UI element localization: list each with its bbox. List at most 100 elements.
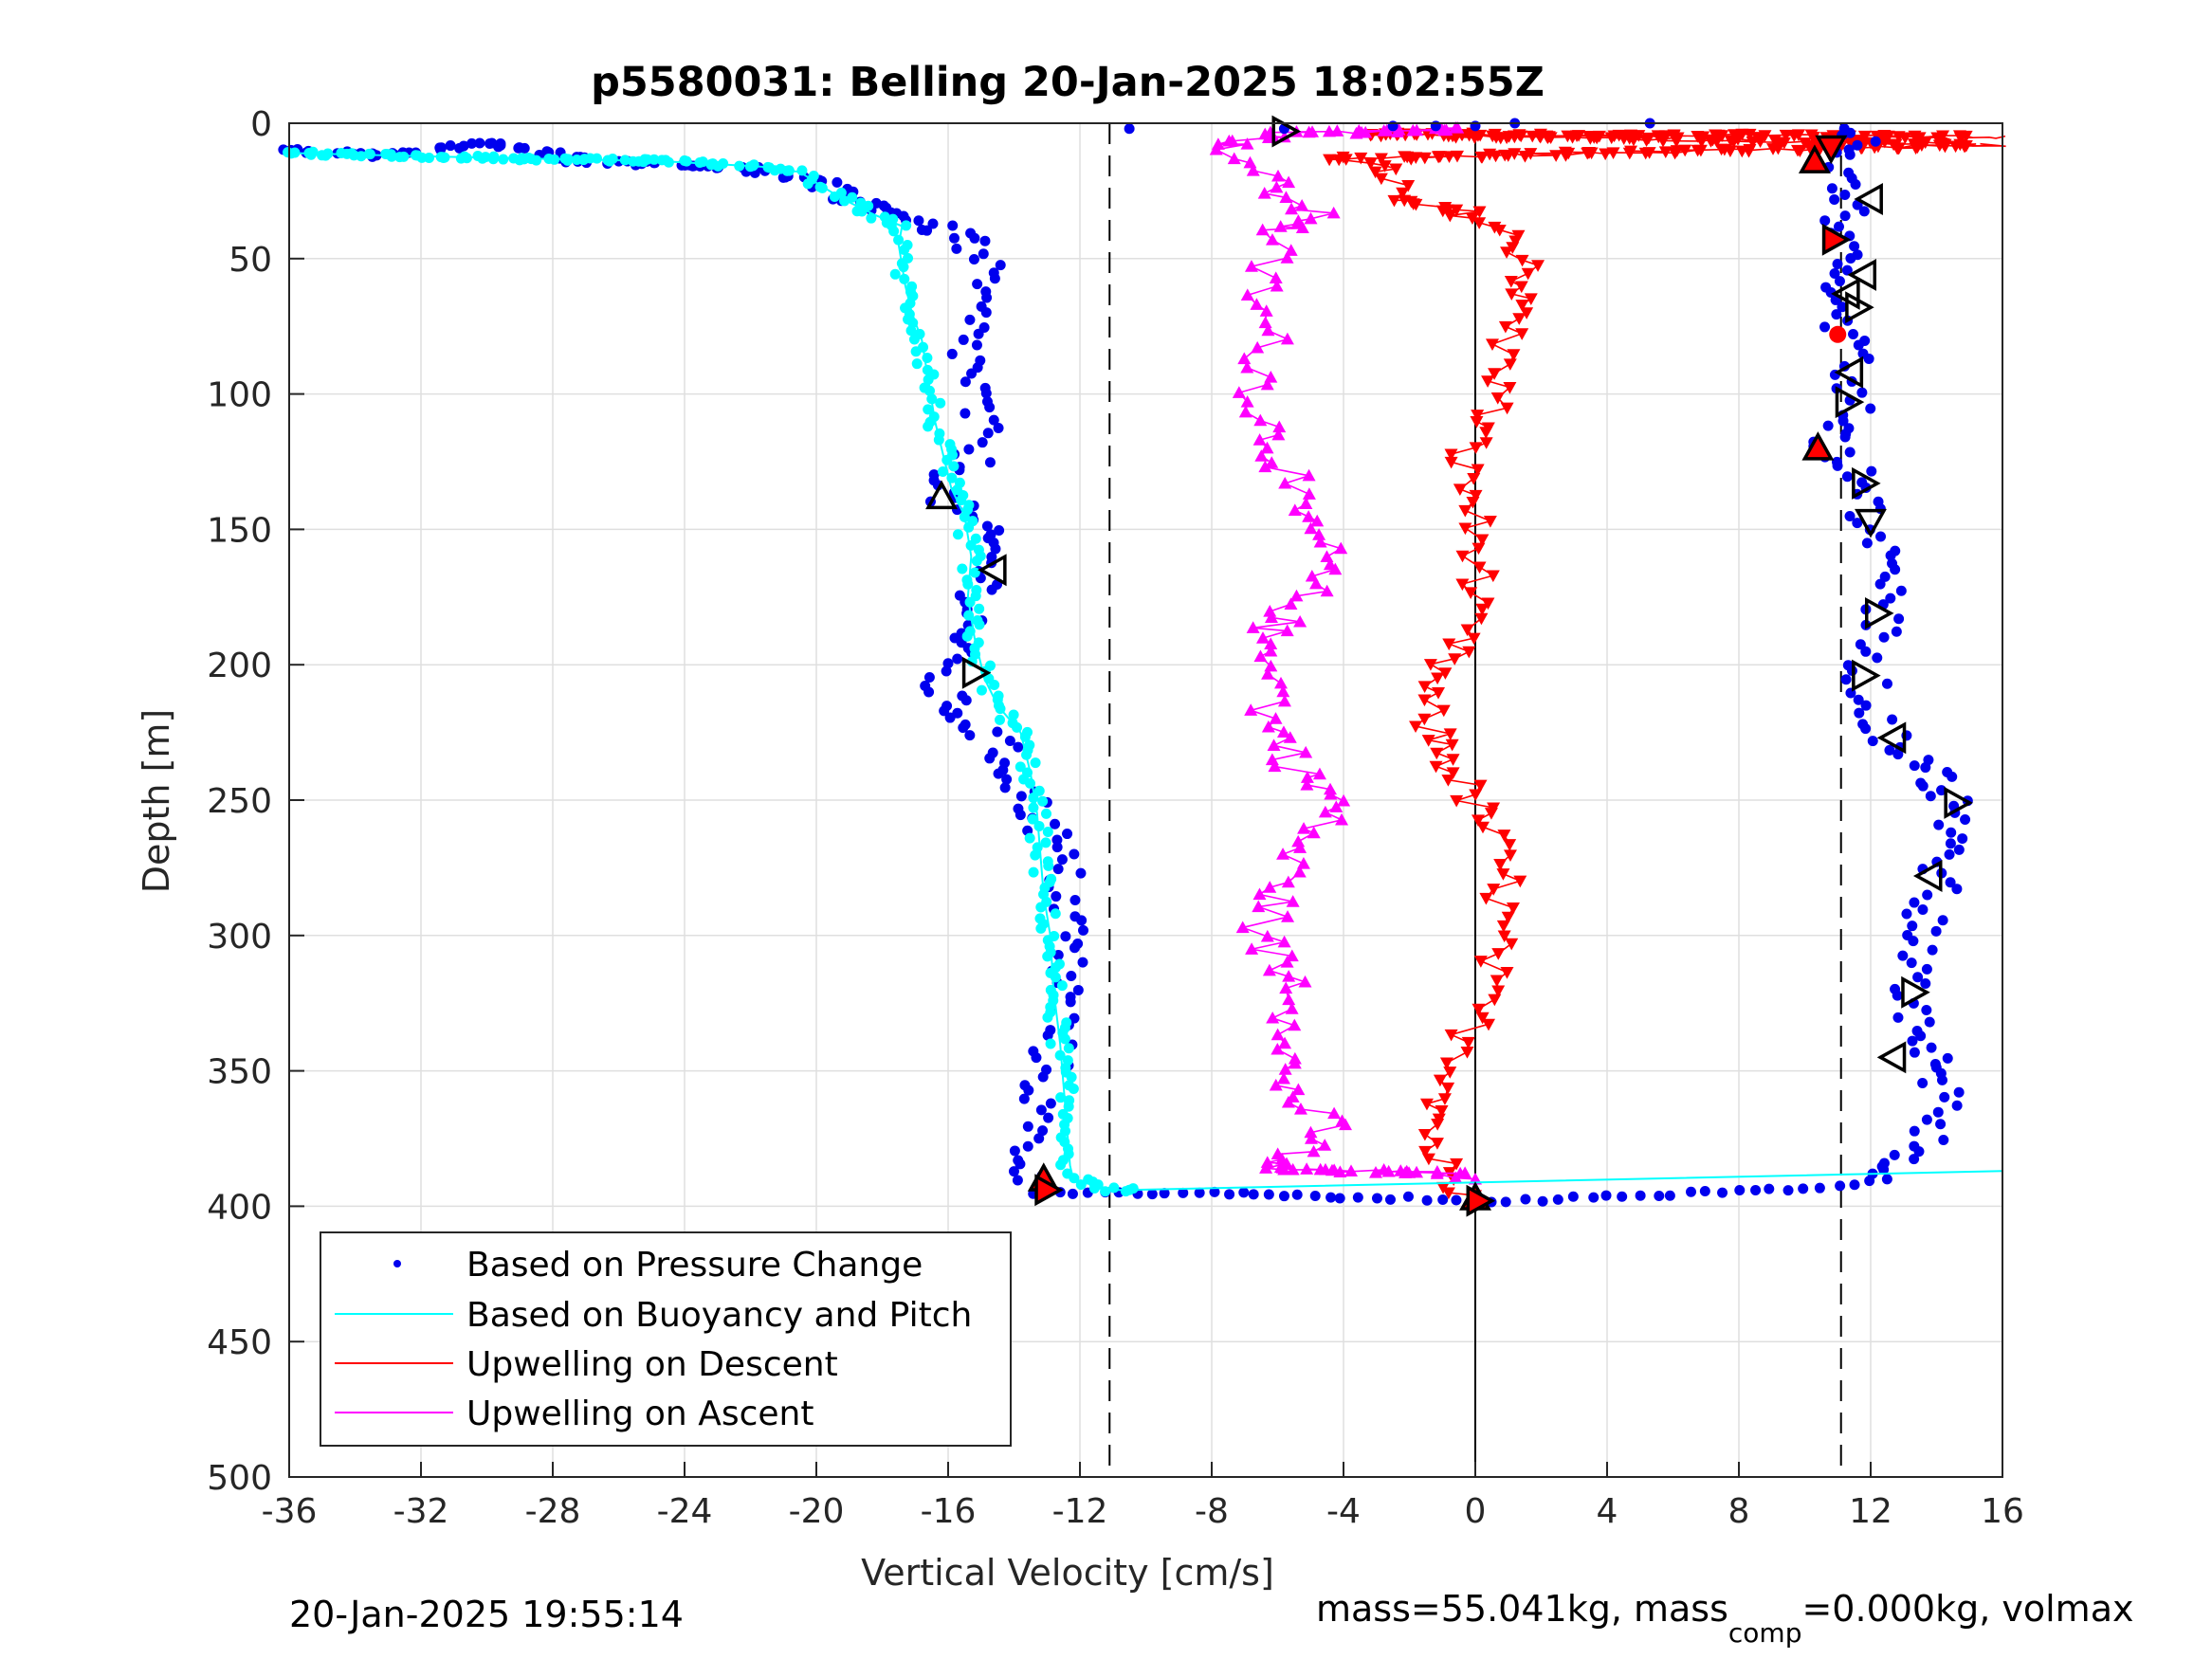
buoyancy-point [549,154,560,165]
descent-marker [1430,747,1444,760]
pressure-point [1018,1093,1030,1104]
ascent-marker [1280,956,1294,968]
pressure-point [1600,1190,1612,1201]
ascent-marker [1261,667,1275,680]
descent-marker [1791,144,1805,157]
descent-marker [1658,146,1673,158]
descent-marker [1474,152,1489,164]
pressure-point [1072,984,1084,995]
descent-marker [1500,246,1514,259]
descent-marker [1418,1145,1433,1158]
descent-marker [1520,307,1534,319]
pressure-point [1879,571,1891,582]
ascent-marker [1264,644,1278,657]
descent-marker [1503,839,1517,851]
triangle-right-marker [1271,115,1302,148]
pressure-point [1012,1175,1023,1186]
descent-marker [1444,456,1458,469]
pressure-point [1831,309,1842,320]
descent-marker [1503,382,1517,394]
pressure-point [1060,931,1071,942]
buoyancy-point [1069,1173,1080,1184]
pressure-point [1819,321,1831,333]
ascent-marker [1260,441,1274,454]
pressure-point [1075,867,1087,879]
ascent-marker [1272,420,1287,433]
ascent-marker [1293,1102,1307,1115]
ascent-marker [1282,993,1296,1006]
axis-ticks: -36 -32 -28 -24 -20 -16 -12 -8 -4 0 4 8 12 16 0 50 100 15… [207,105,2024,1531]
buoyancy-point [959,511,970,522]
ascent-marker [1296,857,1310,869]
pressure-point [466,137,478,149]
pressure-point [1009,1145,1020,1157]
ascent-marker [1302,510,1316,522]
buoyancy-point [933,434,944,446]
triangle-left-marker [978,554,1007,587]
descent-marker [1639,135,1654,148]
buoyancy-point [816,182,828,193]
ascent-marker [1288,1018,1302,1031]
ascent-marker [1246,163,1260,176]
buoyancy-point [866,212,877,224]
ascent-marker [1381,1164,1396,1177]
descent-marker [1473,956,1488,968]
pressure-point [1831,456,1842,467]
ascent-marker [1244,703,1258,716]
pressure-point [1500,1196,1511,1208]
descent-marker [1771,142,1785,155]
buoyancy-point [1042,827,1053,838]
descent-marker [1471,464,1485,477]
pressure-point [1938,1135,1949,1146]
ascent-marker [1240,137,1254,150]
buoyancy-point [411,150,422,161]
triangle-right-marker [1852,466,1881,500]
buoyancy-point [888,226,900,237]
ascent-marker [1297,822,1311,834]
ascent-marker [1250,298,1264,310]
descent-marker [1518,151,1532,163]
pressure-point [1866,465,1877,477]
pressure-point [979,235,991,246]
ascent-marker [1264,611,1278,623]
series-upwelling-on-descent [1323,127,2006,1202]
buoyancy-point [995,714,1006,725]
buoyancy-point [591,153,602,164]
descent-marker [1704,136,1718,148]
ascent-marker [1293,614,1307,628]
descent-marker [1436,704,1451,718]
buoyancy-point [1050,908,1061,920]
buoyancy-point [847,191,858,203]
buoyancy-point [1012,721,1023,733]
buoyancy-point [336,147,347,158]
legend-label-ascent: Upwelling on Ascent [466,1395,814,1433]
descent-marker [1474,612,1489,626]
descent-marker [1437,1093,1452,1105]
pressure-point [946,348,958,359]
pressure-point [1076,915,1088,926]
descent-marker [1458,522,1472,536]
pressure-point [1870,136,1881,147]
descent-marker [1491,948,1506,960]
descent-marker [1515,328,1529,340]
pressure-point [1921,1004,1932,1015]
ascent-marker [1237,352,1252,365]
ascent-marker [1275,1161,1289,1174]
pressure-point [1953,1086,1965,1098]
x-tick-label: 8 [1728,1492,1750,1531]
pressure-point [982,428,994,439]
buoyancy-point [856,206,868,217]
descent-marker [1471,130,1485,142]
descent-marker [1378,160,1392,173]
ascent-marker [1252,433,1267,446]
pressure-point [960,376,971,388]
triangle-up-marker [925,480,959,510]
descent-marker [1462,646,1476,659]
buoyancy-point [974,603,985,614]
descent-marker [1521,267,1535,281]
pressure-point [1907,921,1918,932]
pressure-point [952,653,963,665]
pressure-point [454,142,466,154]
pressure-point [1826,183,1837,194]
descent-marker [1590,132,1604,145]
